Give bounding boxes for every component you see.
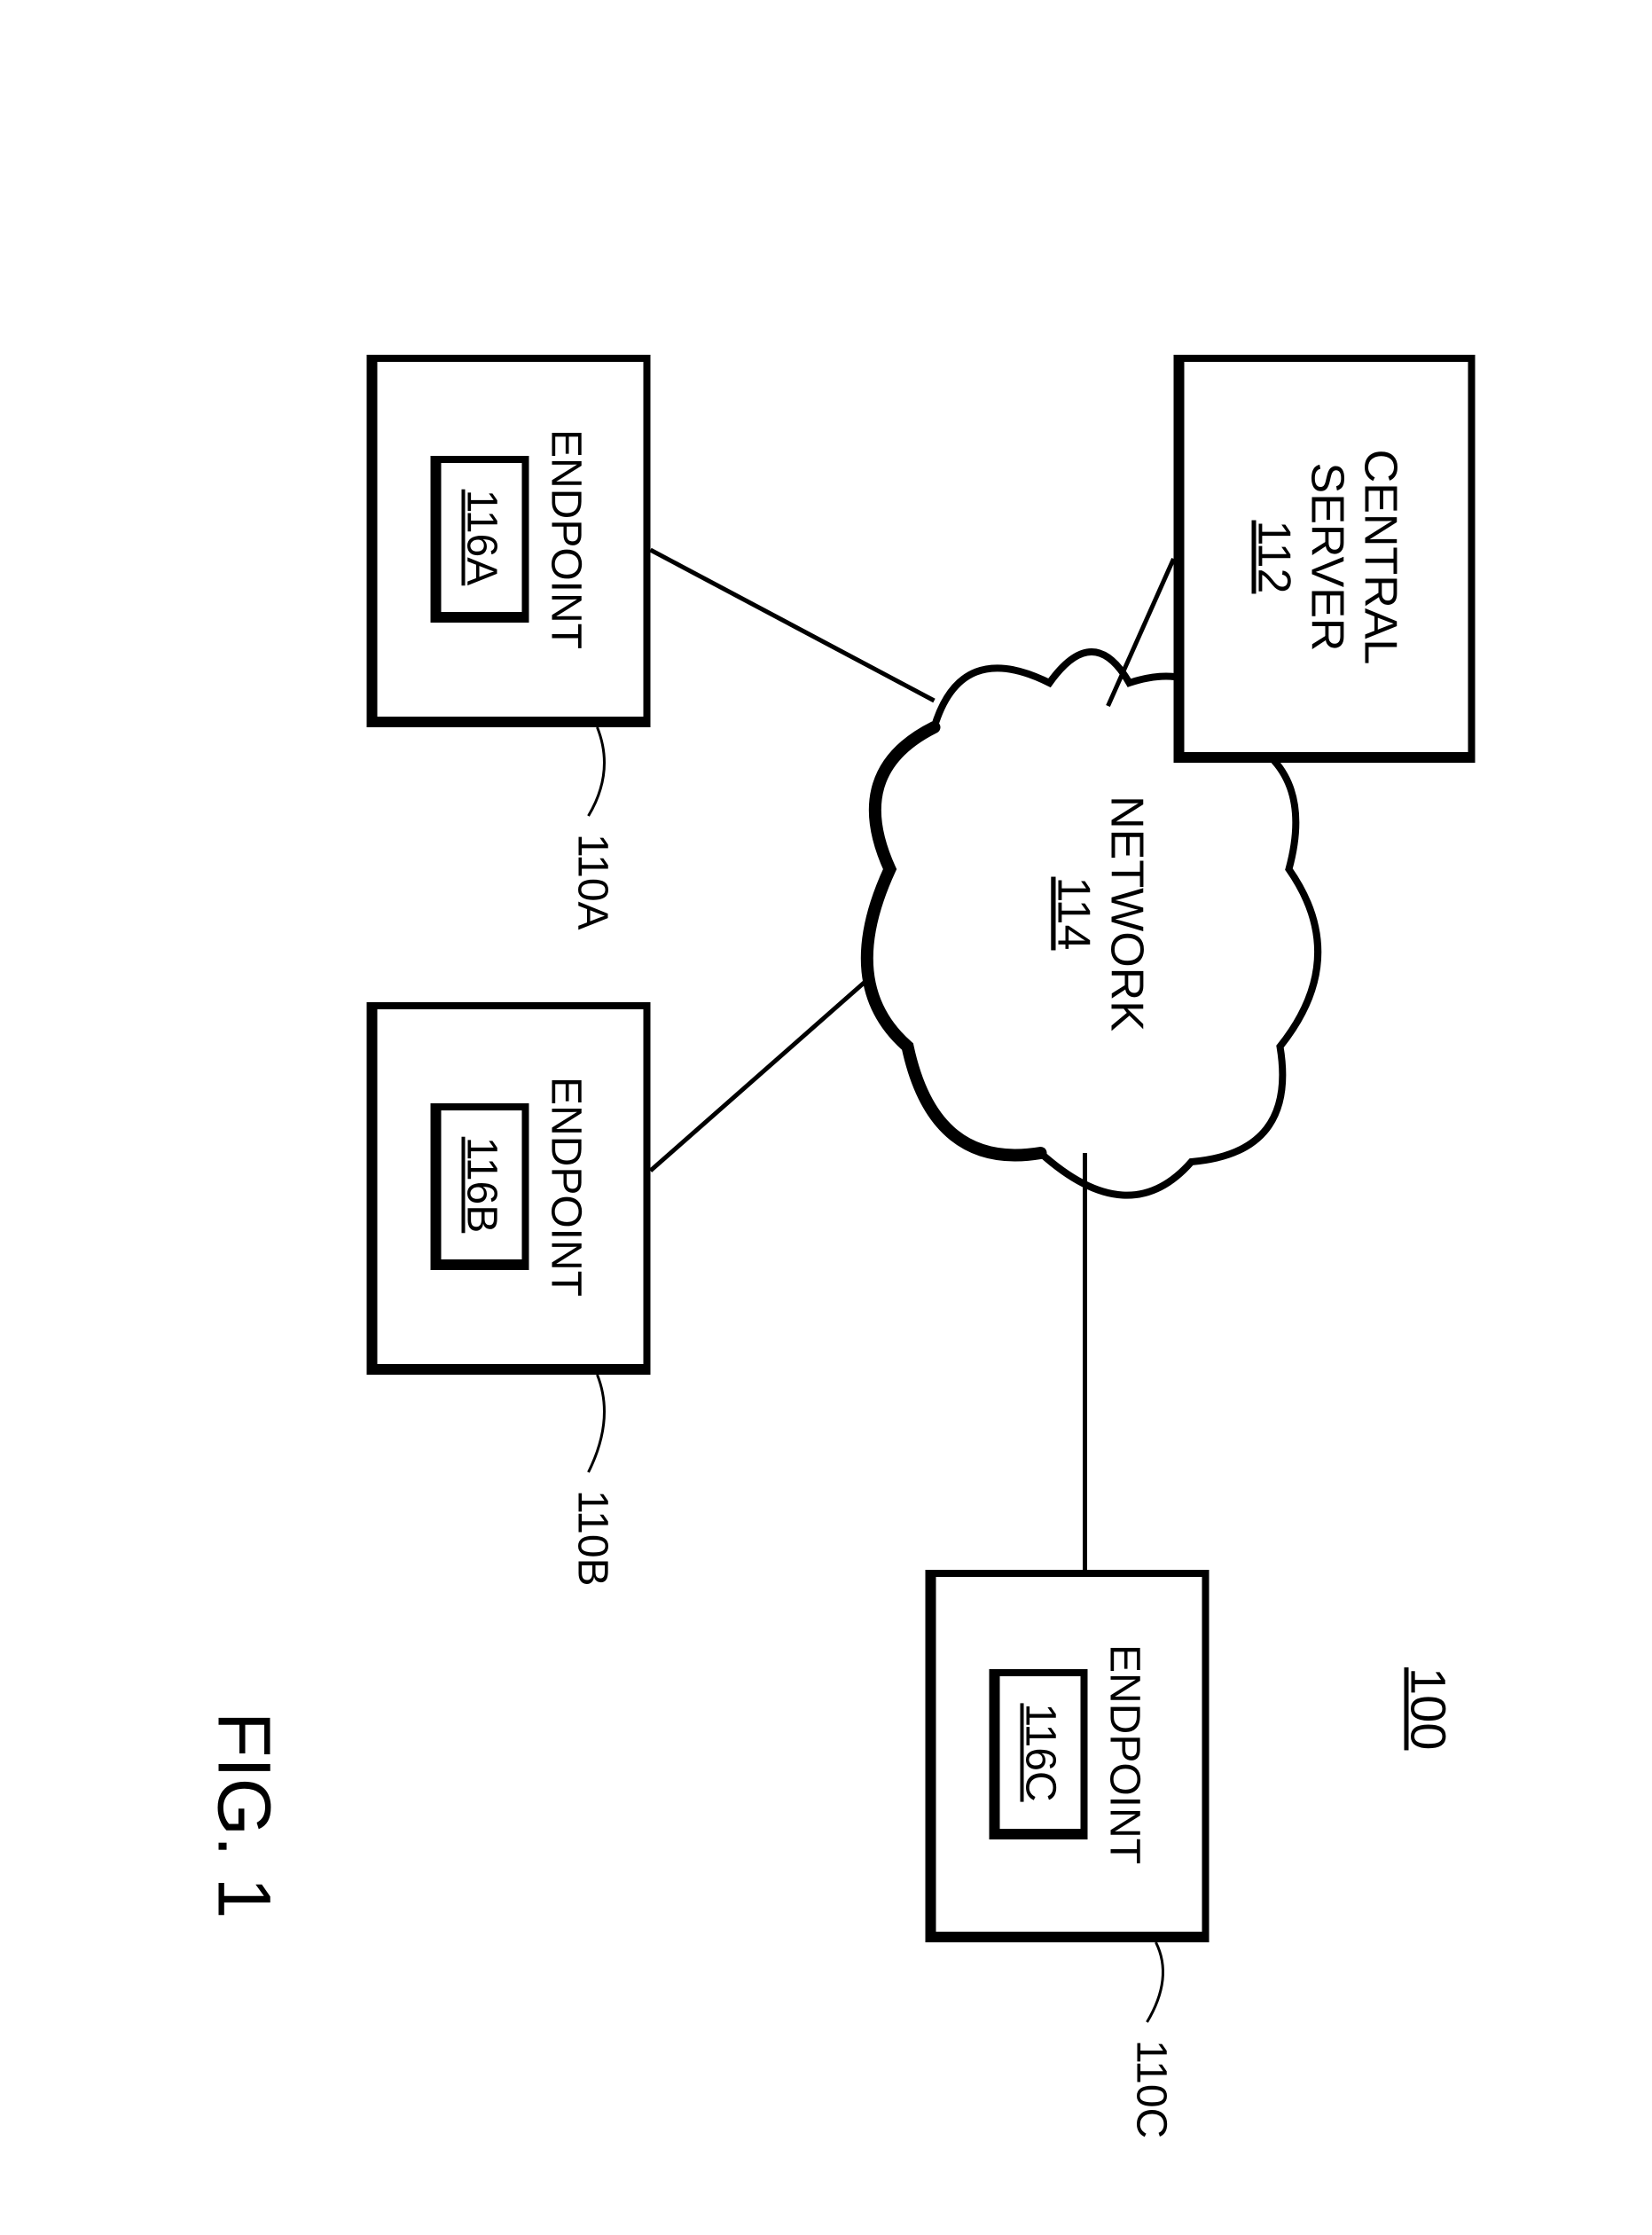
callout-c-text: 110C	[1126, 2040, 1175, 2138]
callout-line-b	[588, 1375, 604, 1472]
endpoint-c-box: ENDPOINT 116C	[925, 1570, 1209, 1942]
diagram-root: NETWORK 114 CENTRAL SERVER 112 ENDPOINT …	[0, 0, 1652, 2235]
callout-b-text: 110B	[568, 1490, 616, 1587]
callout-line-a	[588, 727, 604, 816]
endpoint-c-inner: 116C	[989, 1669, 1087, 1839]
connector-server-network	[1108, 559, 1173, 706]
endpoint-b-inner: 116B	[430, 1103, 528, 1271]
endpoint-b-inner-ref: 116B	[457, 1137, 505, 1234]
endpoint-b-label: ENDPOINT	[541, 1077, 590, 1297]
endpoint-a-box: ENDPOINT 116A	[366, 355, 650, 727]
endpoint-a-inner: 116A	[430, 456, 528, 623]
central-server-label-2: SERVER	[1299, 463, 1352, 652]
endpoint-a-inner-ref: 116A	[457, 490, 505, 586]
endpoint-b-box: ENDPOINT 116B	[366, 1002, 650, 1375]
callout-a-text: 110A	[568, 834, 616, 930]
diagram-stage: NETWORK 114 CENTRAL SERVER 112 ENDPOINT …	[0, 0, 1652, 2235]
network-label: NETWORK	[1100, 796, 1152, 1031]
central-server-label-1: CENTRAL	[1352, 450, 1405, 665]
network-cloud-shadow	[866, 727, 1040, 1156]
endpoint-c-inner-ref: 116C	[1015, 1703, 1064, 1801]
callout-line-c	[1147, 1942, 1163, 2022]
figure-caption: FIG. 1	[200, 1712, 286, 1918]
connector-network-endpoint-b	[650, 976, 872, 1171]
central-server-box: CENTRAL SERVER 112	[1173, 355, 1475, 763]
endpoint-c-label: ENDPOINT	[1100, 1644, 1148, 1864]
system-ref: 100	[1399, 1667, 1457, 1750]
network-ref: 114	[1047, 877, 1099, 951]
connector-network-endpoint-a	[650, 550, 934, 701]
central-server-ref: 112	[1246, 521, 1299, 594]
endpoint-a-label: ENDPOINT	[541, 429, 590, 649]
